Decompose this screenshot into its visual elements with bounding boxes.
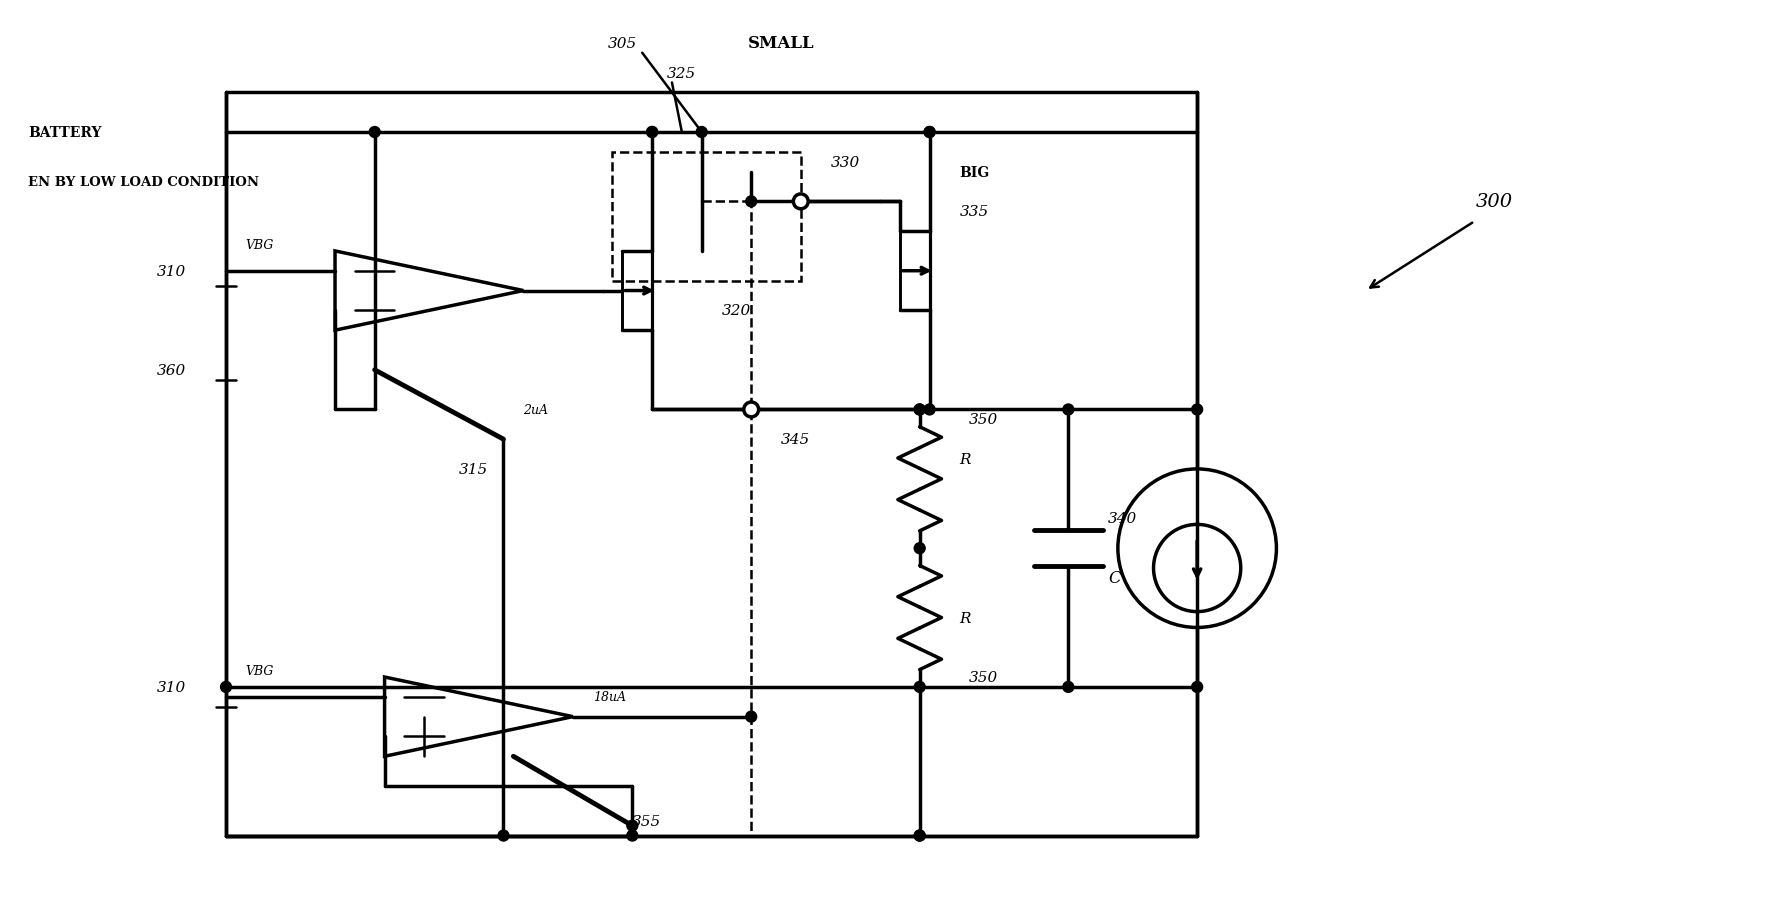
- Circle shape: [627, 821, 637, 831]
- Circle shape: [793, 195, 809, 210]
- Circle shape: [743, 403, 759, 417]
- Circle shape: [696, 128, 708, 138]
- Text: 340: 340: [1108, 512, 1136, 526]
- Circle shape: [924, 128, 935, 138]
- Text: 310: 310: [158, 265, 186, 278]
- Text: 305: 305: [607, 37, 637, 51]
- Text: 315: 315: [458, 462, 489, 476]
- Text: R: R: [959, 611, 970, 625]
- Circle shape: [497, 830, 510, 841]
- Text: VBG: VBG: [246, 664, 274, 677]
- Text: 310: 310: [158, 680, 186, 694]
- Circle shape: [1191, 404, 1202, 415]
- Text: SMALL: SMALL: [747, 35, 814, 52]
- Text: 320: 320: [722, 304, 750, 318]
- Circle shape: [646, 128, 658, 138]
- Circle shape: [745, 197, 756, 208]
- Text: 330: 330: [830, 155, 860, 169]
- Text: 2uA: 2uA: [524, 403, 549, 416]
- Text: VBG: VBG: [246, 239, 274, 252]
- Text: 355: 355: [632, 814, 662, 828]
- Text: 325: 325: [667, 66, 696, 81]
- Circle shape: [915, 830, 926, 841]
- Text: EN BY LOW LOAD CONDITION: EN BY LOW LOAD CONDITION: [28, 176, 258, 188]
- Text: 350: 350: [970, 670, 998, 685]
- Text: 345: 345: [781, 433, 811, 447]
- Circle shape: [221, 682, 232, 693]
- Text: R: R: [959, 452, 970, 467]
- Circle shape: [627, 830, 637, 841]
- Circle shape: [924, 404, 935, 415]
- Text: 300: 300: [1476, 193, 1513, 211]
- Text: 18uA: 18uA: [593, 690, 625, 704]
- Circle shape: [915, 404, 926, 415]
- Circle shape: [745, 711, 756, 722]
- Text: 360: 360: [158, 363, 186, 378]
- Circle shape: [1062, 404, 1074, 415]
- Circle shape: [915, 682, 926, 693]
- Circle shape: [370, 128, 381, 138]
- Circle shape: [1062, 682, 1074, 693]
- Circle shape: [915, 543, 926, 554]
- Circle shape: [1191, 682, 1202, 693]
- Bar: [612, 153, 800, 281]
- Text: BIG: BIG: [959, 165, 989, 179]
- Text: C: C: [1108, 570, 1120, 586]
- Circle shape: [915, 830, 926, 841]
- Circle shape: [924, 128, 935, 138]
- Text: 335: 335: [959, 205, 989, 219]
- Text: BATTERY: BATTERY: [28, 126, 101, 140]
- Text: 350: 350: [970, 413, 998, 427]
- Circle shape: [646, 128, 658, 138]
- Circle shape: [915, 404, 926, 415]
